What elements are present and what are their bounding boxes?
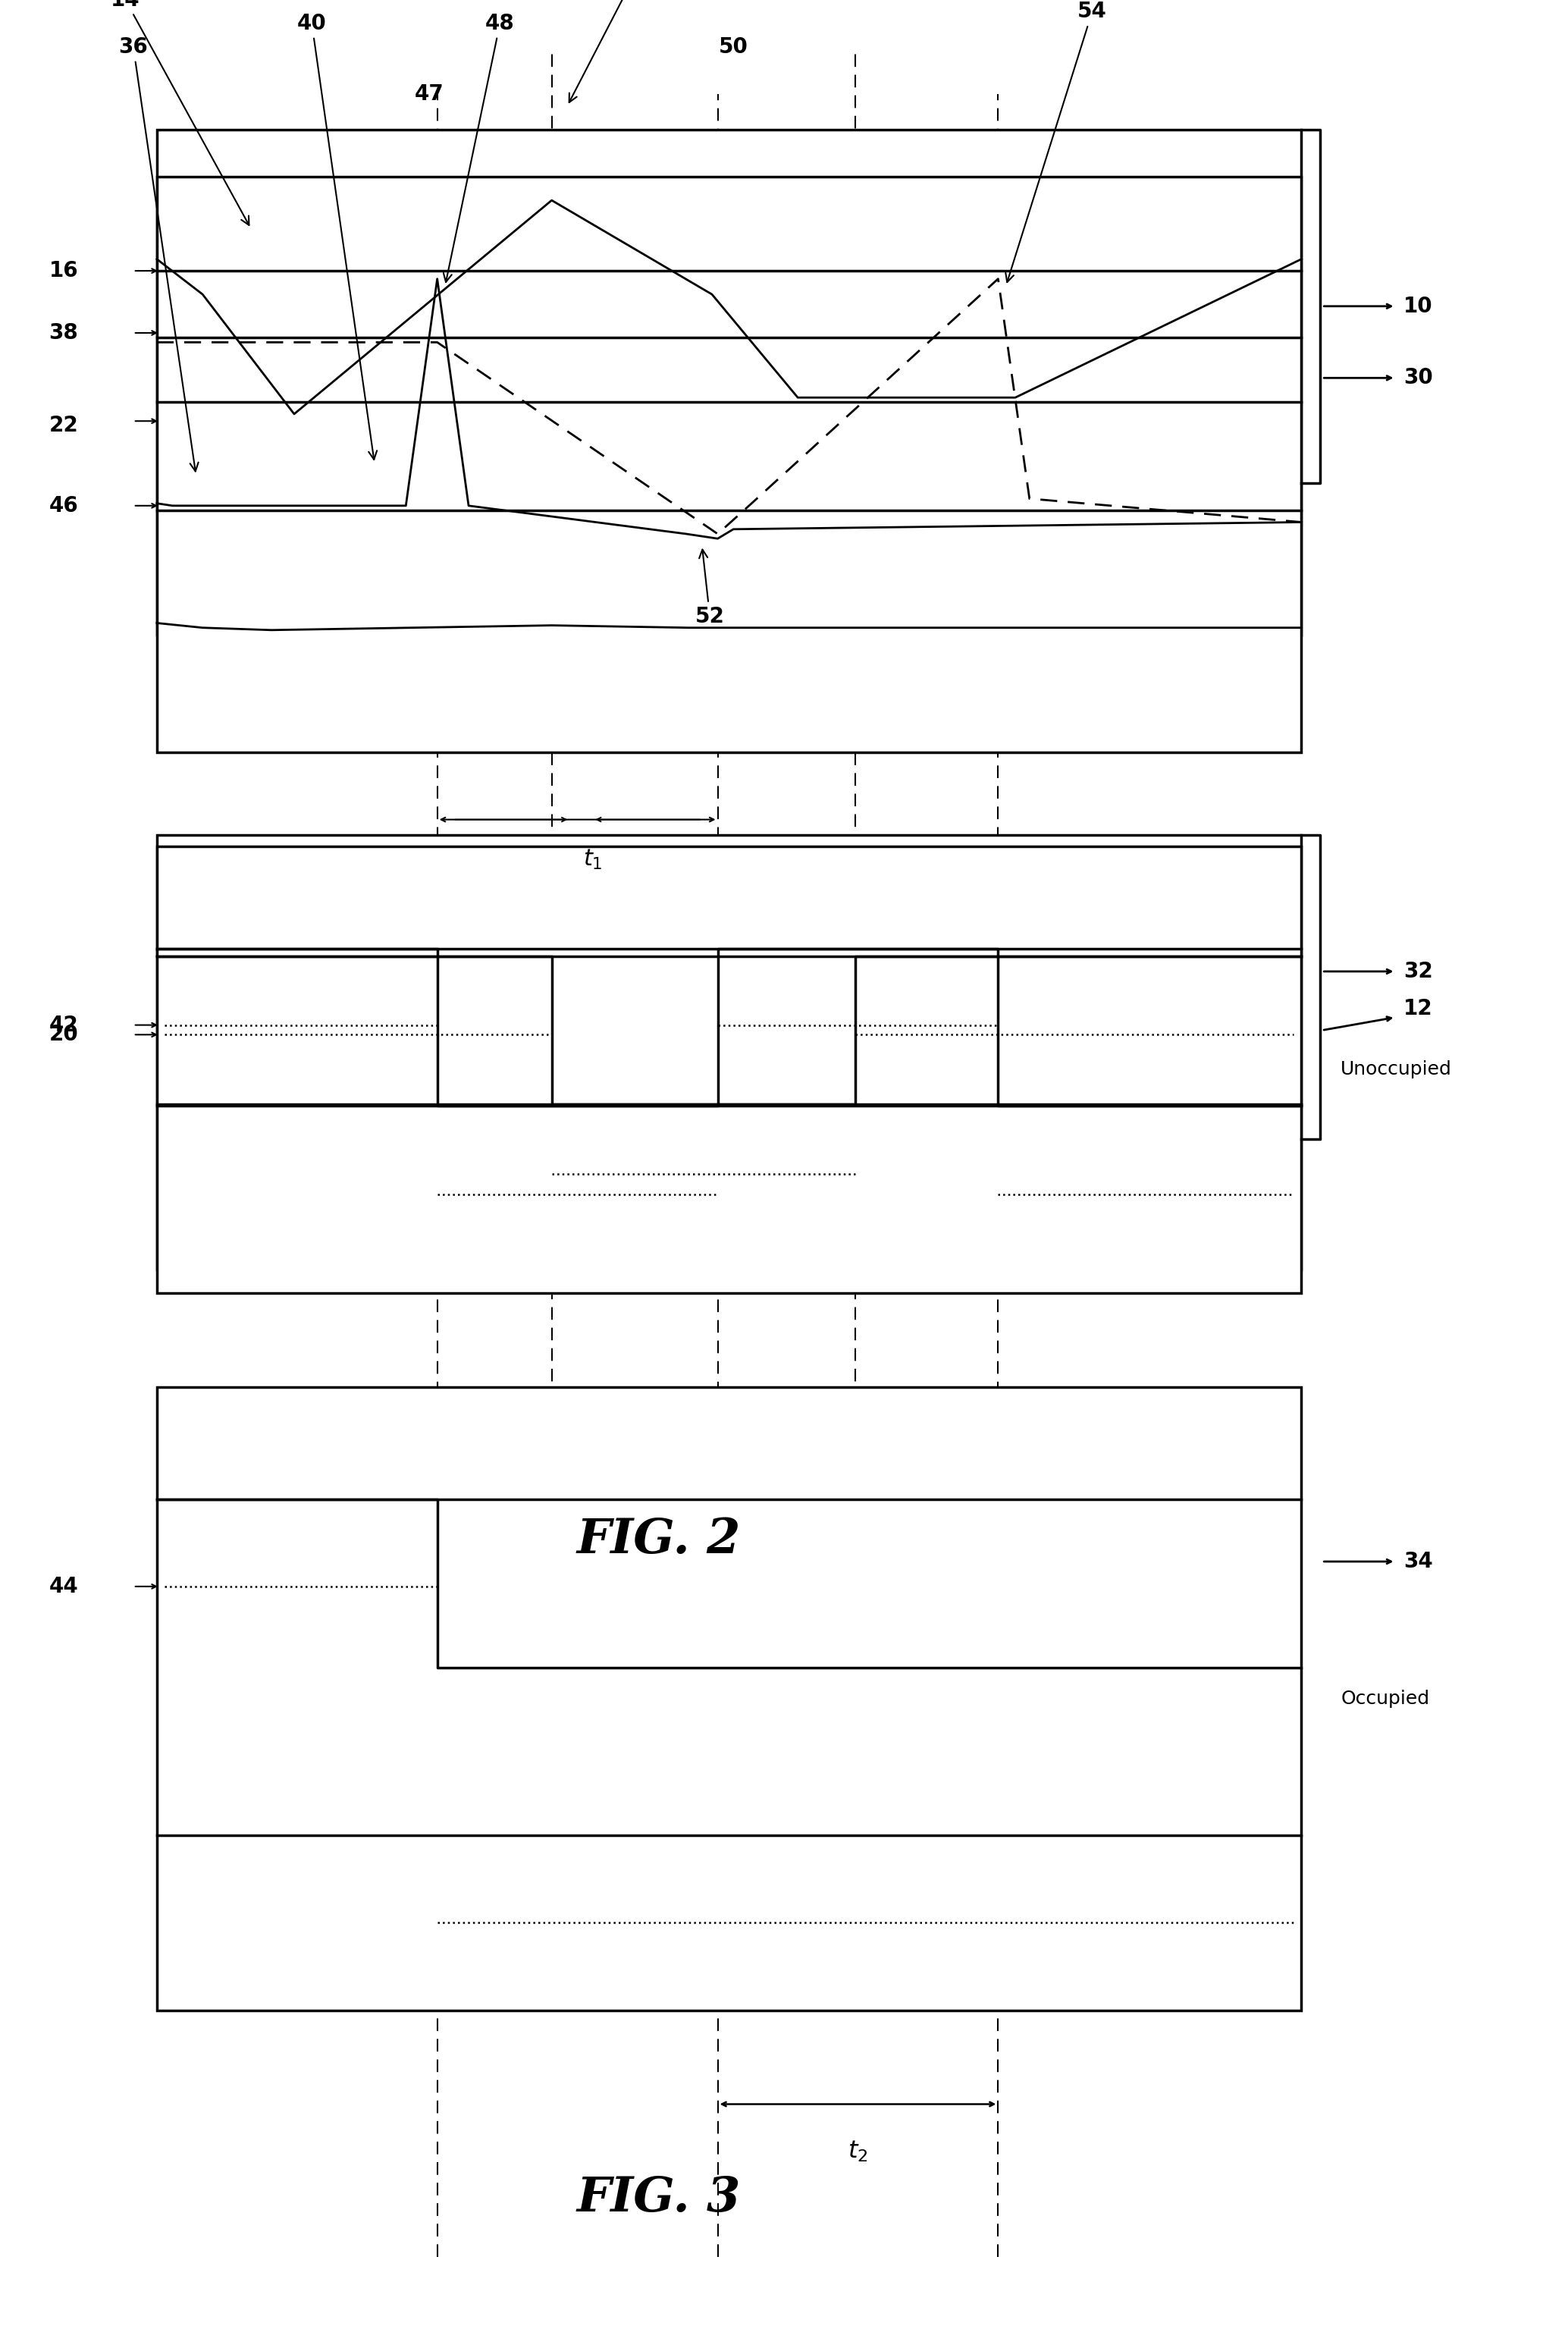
Text: 44: 44 — [49, 1575, 78, 1596]
Text: FIG. 2: FIG. 2 — [577, 1516, 740, 1563]
Bar — [157, 846, 1301, 1293]
Text: 54: 54 — [1005, 0, 1107, 282]
Text: 42: 42 — [49, 1013, 78, 1037]
Text: 46: 46 — [49, 496, 78, 517]
Text: 22: 22 — [49, 416, 78, 437]
Text: 34: 34 — [1403, 1552, 1433, 1573]
Text: 36: 36 — [119, 35, 199, 470]
Text: 32: 32 — [1403, 962, 1433, 983]
Text: 38: 38 — [49, 322, 78, 343]
Text: 14: 14 — [111, 0, 249, 226]
Text: Occupied: Occupied — [1341, 1690, 1430, 1707]
Bar — [157, 835, 1301, 1270]
Text: Unoccupied: Unoccupied — [1341, 1060, 1452, 1079]
Text: 20: 20 — [49, 1025, 78, 1046]
Text: 10: 10 — [1403, 296, 1433, 317]
Bar — [157, 176, 1301, 752]
Bar — [157, 129, 1301, 635]
Text: 47: 47 — [414, 82, 444, 106]
Text: 40: 40 — [296, 12, 376, 458]
Text: 48: 48 — [444, 12, 514, 282]
Text: 12: 12 — [1403, 997, 1433, 1020]
Text: 50: 50 — [718, 35, 748, 59]
Text: 52: 52 — [695, 550, 724, 628]
Text: $t_2$: $t_2$ — [848, 2139, 869, 2163]
Bar — [157, 1387, 1301, 2010]
Text: 16: 16 — [49, 261, 78, 282]
Text: 30: 30 — [1403, 367, 1433, 388]
Text: 18: 18 — [569, 0, 652, 103]
Text: FIG. 3: FIG. 3 — [577, 2175, 740, 2222]
Text: $t_1$: $t_1$ — [583, 849, 602, 872]
